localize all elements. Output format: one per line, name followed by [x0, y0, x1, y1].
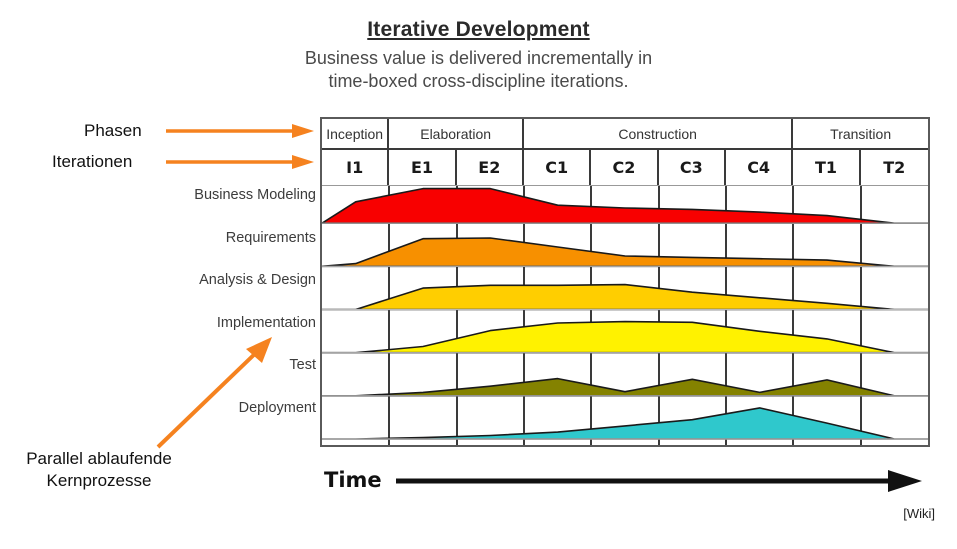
discipline-label-business-modeling: Business Modeling [194, 187, 316, 203]
annotation-parallel-kernprozesse: Parallel ablaufende Kernprozesse [4, 448, 194, 492]
iteration-header-row: I1 E1 E2 C1 C2 C3 C4 T1 T2 [322, 150, 928, 186]
plot-area [322, 186, 928, 445]
time-axis: Time [320, 462, 930, 502]
hump-test [322, 377, 928, 397]
hump-implementation [322, 320, 928, 354]
iteration-cell-i1[interactable]: I1 [322, 150, 390, 185]
arrow-to-phases-icon [166, 124, 314, 138]
subtitle-line-2: time-boxed cross-discipline iterations. [328, 70, 629, 91]
hump-analysis-design [322, 283, 928, 311]
annotation-parallel-line-2: Kernprozesse [46, 471, 152, 491]
arrow-to-disciplines-icon [156, 337, 272, 449]
iteration-cell-c1[interactable]: C1 [524, 150, 592, 185]
discipline-effort-humps [322, 187, 928, 440]
arrow-to-iterations-icon [166, 155, 314, 169]
grid-line-2 [455, 186, 458, 445]
iteration-cell-t2[interactable]: T2 [883, 158, 906, 177]
phase-cell-elaboration[interactable]: Elaboration [389, 119, 524, 148]
iterative-development-chart: Inception Elaboration Construction Transiti… [320, 117, 930, 447]
annotation-phasen: Phasen [84, 121, 142, 140]
grid-line-6 [725, 186, 727, 445]
grid-line-7 [792, 186, 795, 445]
title-block: Iterative Development Business value is … [0, 18, 957, 92]
grid-line-3 [523, 186, 525, 445]
iteration-cell-t1[interactable]: T1 [793, 150, 861, 185]
subtitle-line-1: Business value is delivered incrementall… [304, 48, 653, 68]
discipline-label-analysis-design: Analysis & Design [199, 272, 316, 288]
hump-deployment [322, 407, 928, 440]
iteration-cell-c3[interactable]: C3 [659, 150, 726, 185]
iteration-cell-c2[interactable]: C2 [591, 150, 659, 185]
discipline-label-implementation: Implementation [216, 314, 316, 331]
annotation-parallel-line-1: Parallel ablaufende [26, 449, 172, 468]
grid-line-4 [590, 186, 593, 445]
grid-line-1 [388, 186, 391, 445]
discipline-label-deployment: Deployment [238, 399, 316, 416]
phase-cell-construction[interactable]: Construction [524, 119, 794, 148]
phase-header-row: Inception Elaboration Construction Transiti… [322, 119, 928, 150]
iteration-cell-c4[interactable]: C4 [726, 150, 794, 185]
annotation-iterationen: Iterationen [52, 152, 133, 171]
page-subtitle: Business value is delivered incrementall… [0, 47, 957, 92]
phase-cell-transition[interactable]: Transition [830, 125, 892, 142]
discipline-label-test: Test [289, 357, 316, 373]
discipline-label-list: Business Modeling Requirements Analysis & … [150, 185, 316, 440]
iteration-cell-e1[interactable]: E1 [389, 150, 457, 185]
discipline-label-requirements: Requirements [225, 229, 316, 246]
phase-cell-inception[interactable]: Inception [322, 119, 390, 148]
hump-business-modeling [322, 187, 928, 224]
grid-line-5 [657, 186, 660, 445]
hump-requirements [322, 237, 928, 268]
iteration-cell-e2[interactable]: E2 [457, 150, 524, 185]
grid-lines [322, 186, 928, 445]
time-axis-label: Time [324, 468, 382, 492]
source-credit: [Wiki] [903, 506, 935, 521]
page-title: Iterative Development [367, 18, 590, 41]
time-arrow-icon [396, 470, 922, 492]
grid-line-8 [859, 186, 862, 445]
